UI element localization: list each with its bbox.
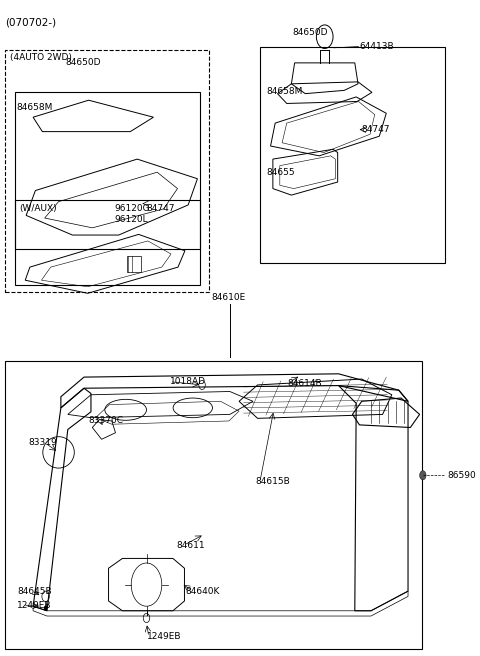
Bar (5, 50, 209, 292)
Bar (5, 361, 422, 649)
Text: 83370C: 83370C (89, 417, 124, 426)
Text: 84610E: 84610E (211, 293, 246, 302)
Bar (260, 47, 445, 262)
Text: 84614B: 84614B (288, 379, 322, 388)
Text: 84640K: 84640K (186, 586, 220, 596)
Text: 1249EB: 1249EB (17, 601, 51, 610)
Bar (14, 92, 200, 249)
Text: 1018AD: 1018AD (169, 377, 205, 386)
Text: 96120L: 96120L (114, 215, 148, 224)
Bar (127, 256, 142, 272)
Text: 1249EB: 1249EB (146, 632, 181, 642)
Circle shape (44, 605, 48, 611)
Text: 84655: 84655 (266, 168, 295, 176)
Text: 96120G: 96120G (114, 203, 150, 213)
Text: 83319: 83319 (28, 438, 57, 447)
Text: 64413B: 64413B (360, 42, 394, 51)
Text: 84658M: 84658M (16, 103, 52, 112)
Text: 84615B: 84615B (255, 478, 290, 486)
Text: (070702-): (070702-) (5, 17, 57, 27)
Text: 84645B: 84645B (17, 586, 51, 596)
Text: (W/AUX): (W/AUX) (19, 203, 57, 213)
Text: 84650D: 84650D (292, 28, 328, 37)
Text: 84650D: 84650D (65, 58, 101, 67)
Circle shape (420, 471, 426, 480)
Text: (4AUTO 2WD): (4AUTO 2WD) (10, 53, 72, 62)
Bar (14, 200, 200, 285)
Text: 84611: 84611 (177, 541, 205, 550)
Text: 84747: 84747 (146, 204, 175, 213)
Text: 86590: 86590 (447, 471, 476, 480)
Text: 84747: 84747 (362, 125, 390, 134)
Text: 84658M: 84658M (266, 87, 302, 96)
